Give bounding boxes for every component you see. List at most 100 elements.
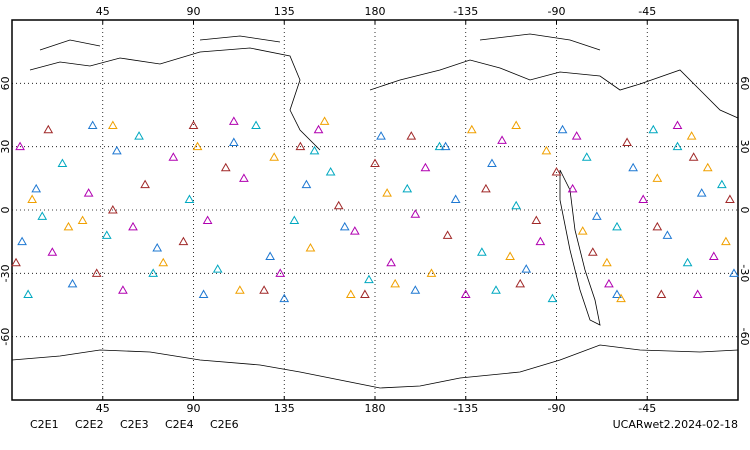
occultation-point bbox=[107, 204, 118, 214]
occultation-point bbox=[612, 289, 622, 298]
occultation-point bbox=[101, 230, 112, 239]
occultation-point bbox=[551, 166, 562, 176]
x-tick-label: -45 bbox=[638, 5, 656, 18]
occultation-point bbox=[442, 230, 453, 239]
x-tick-label: 135 bbox=[274, 5, 295, 18]
occultation-point bbox=[571, 131, 582, 140]
coastlines bbox=[11, 33, 739, 389]
x-tick-label: 45 bbox=[96, 402, 110, 415]
occultation-point bbox=[251, 120, 261, 130]
occultation-point bbox=[616, 293, 626, 303]
occultation-point bbox=[386, 257, 396, 267]
occultation-point bbox=[370, 158, 380, 168]
legend-label: C2E1 bbox=[30, 418, 59, 431]
occultation-point bbox=[309, 145, 320, 155]
occultation-point bbox=[118, 285, 128, 294]
occultation-point bbox=[541, 145, 552, 155]
occultation-point bbox=[295, 141, 306, 151]
occultation-point bbox=[107, 120, 118, 130]
occultation-point bbox=[269, 152, 280, 161]
occultation-point bbox=[77, 215, 88, 225]
occultation-point bbox=[491, 285, 501, 294]
occultation-point bbox=[235, 285, 245, 294]
occultation-point bbox=[426, 268, 437, 277]
occultation-point bbox=[202, 215, 213, 225]
occultation-point bbox=[198, 289, 209, 298]
occultation-point bbox=[376, 131, 386, 140]
occultation-point bbox=[184, 194, 195, 203]
y-tick-label: -60 bbox=[738, 328, 750, 346]
occultation-point bbox=[279, 293, 290, 303]
occultation-point bbox=[23, 289, 33, 298]
occultation-point bbox=[192, 141, 203, 151]
y-tick-label: 0 bbox=[0, 207, 12, 214]
occultation-point bbox=[140, 179, 150, 189]
occultation-point bbox=[604, 278, 614, 288]
occultation-point bbox=[721, 236, 731, 246]
occultation-point bbox=[688, 152, 699, 161]
occultation-point bbox=[87, 120, 98, 130]
x-tick-label: 180 bbox=[365, 5, 386, 18]
occultation-point bbox=[43, 124, 54, 134]
y-tick-label: -30 bbox=[0, 264, 12, 282]
occultation-point bbox=[535, 236, 546, 246]
occultation-point bbox=[339, 221, 350, 231]
occultation-point bbox=[289, 215, 300, 225]
occultation-point bbox=[521, 264, 532, 273]
occultation-point bbox=[228, 116, 239, 125]
y-tick-label: 60 bbox=[738, 76, 750, 90]
occultation-point bbox=[672, 141, 683, 151]
x-tick-label: 90 bbox=[187, 5, 201, 18]
occultation-point bbox=[188, 120, 199, 130]
annotation: UCARwet2.2024-02-18 bbox=[613, 418, 738, 431]
occultation-point bbox=[652, 221, 663, 231]
occultation-point bbox=[686, 131, 697, 140]
occultation-point bbox=[178, 236, 189, 246]
occultation-point bbox=[531, 215, 542, 225]
occultation-point bbox=[382, 188, 392, 197]
occultation-point bbox=[702, 162, 713, 172]
occultation-point bbox=[547, 293, 558, 303]
occultation-point bbox=[333, 200, 344, 210]
occultation-point bbox=[11, 257, 21, 267]
occultation-point bbox=[275, 268, 286, 277]
occultation-point bbox=[410, 209, 421, 218]
occultation-point bbox=[662, 230, 673, 239]
occultation-point bbox=[729, 268, 739, 277]
occultation-point bbox=[460, 289, 471, 298]
occultation-point bbox=[622, 137, 632, 146]
occultation-point bbox=[577, 226, 588, 235]
occultation-point bbox=[83, 188, 94, 197]
occultation-point bbox=[152, 242, 163, 252]
occultation-point bbox=[364, 274, 374, 284]
occultation-point bbox=[602, 257, 612, 267]
occultation-point bbox=[158, 257, 169, 267]
occultation-point bbox=[612, 221, 622, 231]
occultation-point bbox=[420, 162, 431, 172]
occultation-point bbox=[725, 194, 735, 203]
occultation-point bbox=[325, 166, 336, 176]
occultation-point bbox=[557, 124, 568, 134]
occultation-point bbox=[434, 141, 445, 151]
occultation-point bbox=[345, 289, 356, 298]
occultation-point bbox=[717, 179, 727, 189]
occultation-point bbox=[360, 289, 370, 298]
occultation-point bbox=[440, 141, 451, 151]
x-tick-label: -45 bbox=[638, 402, 656, 415]
occultation-point bbox=[91, 268, 102, 277]
occultation-point bbox=[402, 183, 413, 193]
x-tick-label: -135 bbox=[453, 5, 478, 18]
y-tick-label: -30 bbox=[738, 264, 750, 282]
occultation-point bbox=[259, 285, 269, 294]
y-tick-label: 30 bbox=[0, 140, 12, 154]
occultation-point bbox=[220, 162, 231, 172]
occultation-point bbox=[406, 131, 417, 140]
y-tick-label: 60 bbox=[0, 76, 12, 90]
occultation-point bbox=[481, 183, 491, 193]
coastline bbox=[29, 35, 321, 151]
occultation-point bbox=[63, 221, 74, 231]
occultation-point bbox=[410, 285, 421, 294]
x-tick-label: 180 bbox=[365, 402, 386, 415]
occultation-point bbox=[17, 236, 27, 246]
